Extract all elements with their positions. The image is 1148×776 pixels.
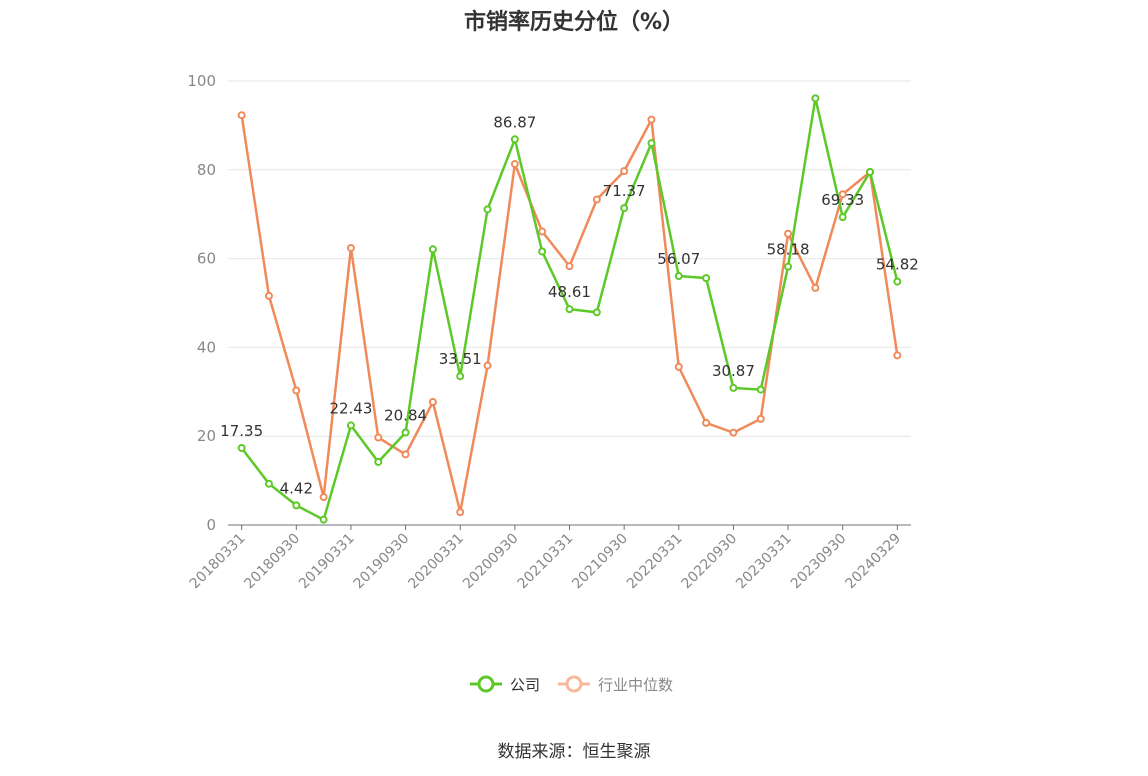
data-point-company[interactable]	[401, 428, 410, 437]
data-point-company[interactable]	[620, 204, 629, 213]
legend-marker-company	[477, 675, 495, 693]
data-point-industry[interactable]	[620, 167, 629, 176]
x-tick-label: 20220930	[679, 531, 741, 593]
data-point-company[interactable]	[565, 305, 574, 314]
data-point-company[interactable]	[866, 168, 875, 177]
y-tick-label: 60	[197, 250, 216, 268]
x-tick-label: 20190930	[351, 531, 413, 593]
data-labels: 17.35 4.42 22.43 20.84 33.51 86.87 48.61 71.37 5…	[220, 113, 919, 497]
data-point-industry[interactable]	[838, 190, 847, 199]
data-label: 4.42	[280, 479, 313, 497]
data-label: 69.33	[821, 191, 864, 209]
data-source: 数据来源：恒生聚源	[497, 742, 651, 762]
x-tick-label: 20210930	[569, 531, 631, 593]
data-point-company[interactable]	[292, 501, 301, 510]
legend-label-company: 公司	[510, 676, 540, 694]
data-point-company[interactable]	[428, 245, 437, 254]
data-point-industry[interactable]	[893, 351, 902, 360]
series-line-industry	[240, 115, 899, 514]
series-group	[237, 94, 902, 524]
data-point-company[interactable]	[784, 262, 793, 271]
data-label: 56.07	[657, 250, 700, 268]
data-label: 71.37	[603, 182, 646, 200]
data-point-industry[interactable]	[756, 414, 765, 423]
x-tick-label: 20180331	[187, 531, 249, 593]
data-point-company[interactable]	[811, 94, 820, 103]
x-tick-label: 20210331	[515, 531, 577, 593]
data-point-industry[interactable]	[483, 361, 492, 370]
y-tick-label: 80	[197, 161, 216, 179]
legend-marker-industry	[565, 675, 583, 693]
data-point-company[interactable]	[510, 135, 519, 144]
x-tick-label: 20200930	[460, 531, 522, 593]
x-tick-label: 20180930	[241, 531, 303, 593]
data-point-industry[interactable]	[319, 493, 328, 502]
data-point-industry[interactable]	[784, 229, 793, 238]
data-label: 54.82	[876, 256, 919, 274]
legend-item-company[interactable]: 公司	[470, 675, 540, 694]
data-point-company[interactable]	[592, 308, 601, 317]
data-point-company[interactable]	[538, 247, 547, 256]
legend-item-industry[interactable]: 行业中位数	[558, 675, 673, 694]
data-point-company[interactable]	[893, 277, 902, 286]
data-point-company[interactable]	[346, 421, 355, 430]
data-point-industry[interactable]	[674, 362, 683, 371]
data-label: 58.18	[767, 241, 810, 259]
legend-label-industry: 行业中位数	[598, 676, 673, 694]
data-point-company[interactable]	[264, 479, 273, 488]
data-point-company[interactable]	[374, 457, 383, 466]
data-point-industry[interactable]	[374, 433, 383, 442]
data-point-industry[interactable]	[510, 160, 519, 169]
data-point-industry[interactable]	[456, 508, 465, 517]
data-point-industry[interactable]	[264, 291, 273, 300]
data-label: 30.87	[712, 362, 755, 380]
data-point-industry[interactable]	[647, 115, 656, 124]
grid-lines	[228, 80, 911, 437]
data-point-company[interactable]	[702, 274, 711, 283]
data-point-company[interactable]	[838, 213, 847, 222]
data-point-industry[interactable]	[729, 428, 738, 437]
x-tick-label: 20220331	[624, 531, 686, 593]
data-point-industry[interactable]	[237, 111, 246, 120]
y-axis-ticks: 0 20 40 60 80 100	[187, 72, 216, 534]
y-tick-label: 0	[206, 516, 216, 534]
data-label: 86.87	[493, 113, 536, 131]
y-tick-label: 20	[197, 427, 216, 445]
chart-title: 市销率历史分位（%）	[463, 10, 685, 35]
x-tick-label: 20200331	[405, 531, 467, 593]
data-point-industry[interactable]	[811, 283, 820, 292]
x-tick-label: 20230930	[788, 531, 850, 593]
x-tick-label: 20240329	[842, 531, 904, 593]
data-point-company[interactable]	[237, 443, 246, 452]
data-point-industry[interactable]	[428, 398, 437, 407]
data-label: 48.61	[548, 283, 591, 301]
data-point-industry[interactable]	[346, 243, 355, 252]
data-point-industry[interactable]	[292, 386, 301, 395]
x-axis-ticks: 2018033120180930201903312019093020200331…	[187, 525, 904, 592]
data-point-industry[interactable]	[565, 262, 574, 271]
data-label: 33.51	[439, 350, 482, 368]
legend: 公司 行业中位数	[470, 675, 673, 694]
data-point-company[interactable]	[729, 383, 738, 392]
data-label: 20.84	[384, 406, 427, 424]
data-point-industry[interactable]	[702, 418, 711, 427]
x-tick-label: 20230331	[733, 531, 795, 593]
data-point-industry[interactable]	[401, 450, 410, 459]
data-label: 22.43	[329, 399, 372, 417]
y-tick-label: 40	[197, 338, 216, 356]
data-point-company[interactable]	[319, 515, 328, 524]
data-point-industry[interactable]	[538, 227, 547, 236]
x-tick-label: 20190331	[296, 531, 358, 593]
data-point-company[interactable]	[456, 372, 465, 381]
data-point-industry[interactable]	[592, 195, 601, 204]
data-label: 17.35	[220, 422, 263, 440]
data-point-company[interactable]	[647, 139, 656, 148]
data-point-company[interactable]	[756, 385, 765, 394]
y-tick-label: 100	[187, 72, 216, 90]
data-point-company[interactable]	[674, 272, 683, 281]
data-point-company[interactable]	[483, 205, 492, 214]
